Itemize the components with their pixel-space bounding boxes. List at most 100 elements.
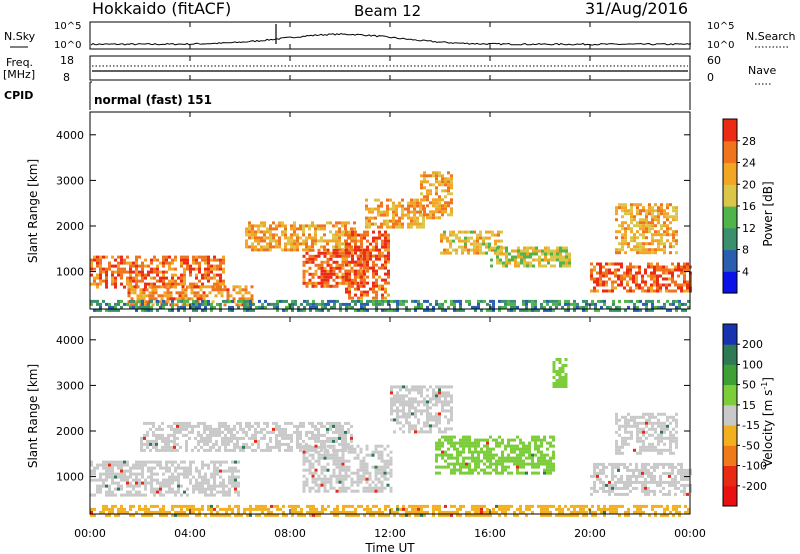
velocity-cell	[216, 510, 219, 514]
power-cell	[129, 305, 132, 309]
velocity-cell	[611, 474, 614, 478]
velocity-cell	[674, 492, 677, 496]
power-cell	[386, 225, 389, 229]
power-cell	[290, 236, 293, 240]
power-cell	[540, 302, 543, 306]
power-cell	[327, 299, 330, 303]
power-cell	[226, 288, 230, 292]
velocity-cell	[273, 504, 276, 508]
power-cell	[514, 264, 517, 268]
power-cell	[659, 265, 662, 269]
power-cell	[614, 271, 617, 275]
velocity-cell	[614, 492, 617, 496]
velocity-cell	[141, 463, 144, 467]
velocity-cell	[680, 489, 683, 493]
velocity-cell	[203, 427, 206, 431]
power-cell	[626, 280, 629, 284]
velocity-cell	[227, 442, 230, 446]
velocity-cell	[302, 421, 305, 425]
velocity-cell	[317, 477, 321, 481]
power-cell	[488, 230, 491, 234]
velocity-cell	[167, 445, 170, 449]
velocity-cell	[225, 469, 228, 473]
velocity-cell	[365, 489, 369, 493]
power-cell	[639, 245, 642, 249]
power-cell	[416, 204, 419, 208]
power-cell	[169, 297, 173, 301]
velocity-cell	[546, 513, 549, 517]
power-cell	[278, 245, 281, 249]
velocity-cell	[402, 397, 405, 401]
power-cell	[254, 233, 257, 237]
power-cell	[630, 212, 633, 216]
velocity-cell	[198, 513, 201, 517]
velocity-cell	[396, 400, 399, 404]
velocity-cell	[156, 478, 159, 482]
velocity-cell	[450, 409, 453, 413]
power-cell	[629, 289, 632, 293]
velocity-cell	[284, 442, 287, 446]
velocity-cell	[242, 430, 245, 434]
velocity-cell	[185, 433, 188, 437]
velocity-cell	[248, 445, 251, 449]
power-cell	[626, 274, 629, 278]
power-cell	[493, 246, 496, 250]
power-cell	[123, 261, 126, 265]
velocity-cell	[501, 504, 504, 508]
power-cell	[568, 258, 571, 262]
velocity-cell	[389, 468, 393, 472]
power-cell	[500, 239, 503, 243]
power-cell	[323, 248, 326, 252]
velocity-cell	[660, 412, 663, 416]
velocity-cell	[468, 510, 471, 514]
velocity-cell	[185, 442, 188, 446]
velocity-cell	[198, 490, 201, 494]
power-cell	[651, 218, 654, 222]
power-cell	[345, 281, 348, 285]
power-cell	[668, 289, 671, 293]
power-cell	[665, 271, 668, 275]
velocity-cell	[132, 463, 135, 467]
power-cell	[96, 285, 99, 289]
power-cell	[419, 207, 422, 211]
velocity-cell	[123, 493, 126, 497]
power-cell	[511, 258, 514, 262]
power-cell	[374, 222, 377, 226]
power-cell	[123, 258, 126, 262]
velocity-cell	[365, 486, 369, 490]
velocity-cell	[414, 424, 417, 428]
velocity-cell	[390, 397, 393, 401]
velocity-cell	[648, 445, 651, 449]
power-cell	[450, 192, 453, 196]
power-cell	[363, 260, 366, 264]
power-cell	[246, 299, 249, 303]
velocity-cell	[596, 477, 599, 481]
power-cell	[332, 236, 335, 240]
velocity-cell	[114, 513, 117, 517]
velocity-cell	[540, 450, 543, 454]
velocity-cell	[456, 459, 459, 463]
power-cell	[348, 269, 351, 273]
velocity-cell	[441, 453, 444, 457]
velocity-cell	[615, 415, 618, 419]
power-cell	[356, 275, 360, 279]
velocity-cell	[126, 490, 129, 494]
power-cell	[369, 242, 372, 246]
power-cell	[565, 252, 568, 256]
velocity-cell	[344, 474, 348, 478]
velocity-cell	[639, 451, 642, 455]
power-cell	[351, 281, 354, 285]
power-cell	[354, 242, 357, 246]
velocity-cell	[248, 436, 251, 440]
power-cell	[543, 308, 546, 312]
power-cell	[198, 261, 201, 265]
velocity-cell	[641, 480, 644, 484]
power-cell	[494, 233, 497, 237]
velocity-cell	[627, 424, 630, 428]
power-cell	[338, 248, 341, 252]
velocity-cell	[618, 418, 621, 422]
power-cell	[648, 203, 651, 207]
velocity-cell	[332, 462, 336, 466]
velocity-cell	[317, 433, 320, 437]
velocity-cell	[368, 474, 372, 478]
